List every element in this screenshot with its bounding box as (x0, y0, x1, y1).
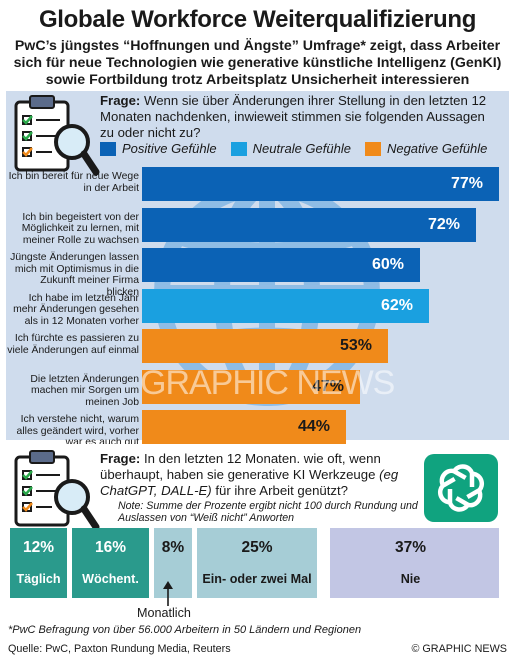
source-line: Quelle: PwC, Paxton Rundung Media, Reute… (8, 643, 231, 655)
arrow-up-icon (163, 581, 173, 606)
category-label: Die letzten Änderungen machen mir Sorgen… (30, 373, 139, 408)
bar-value-label: 53% (340, 337, 373, 354)
usage-segment-label: Monatlich (137, 606, 191, 620)
bar-positive (142, 167, 499, 201)
category-label: Ich habe im letzten Jahr mehr Änderungen… (13, 292, 139, 327)
bar-value-label: 60% (372, 256, 405, 273)
footnote: *PwC Befragung von über 56.000 Arbeitern… (8, 624, 362, 636)
usage-segment (330, 528, 499, 598)
legend-label-negative: Negative Gefühle (386, 141, 488, 156)
magnifier-icon (54, 479, 100, 531)
legend-label-positive: Positive Gefühle (122, 141, 217, 156)
bar-positive (142, 248, 420, 282)
bar-negative (142, 329, 388, 363)
usage-segment-value: 25% (241, 539, 273, 556)
legend-item-negative: Negative Gefühle (364, 141, 488, 156)
usage-segment-value: 37% (394, 539, 427, 556)
page-subtitle: PwC’s jüngstes “Hoffnungen und Ängste” U… (13, 38, 502, 88)
bar-value-label: 47% (312, 377, 345, 395)
credit-line: © GRAPHIC NEWS (411, 643, 507, 655)
bar-negative (142, 369, 360, 404)
category-label: Ich verstehe nicht, warum alles geändert… (16, 414, 139, 448)
usage-segment (154, 528, 192, 598)
question-2-text: In den letzten 12 Monaten. wie oft, wenn… (100, 451, 381, 482)
category-label: Ich bin begeistert von der Möglichkeit z… (21, 211, 139, 246)
page-title: Globale Workforce Weiterqualifizierung (38, 6, 477, 33)
question-2: Frage: In den letzten 12 Monaten. wie of… (100, 451, 410, 499)
usage-segment (72, 528, 149, 598)
usage-segment-label: Ein- oder zwei Mal (202, 572, 312, 586)
chatgpt-logo-icon (424, 454, 498, 522)
legend-swatch-neutral (230, 141, 247, 156)
usage-segment (10, 528, 67, 598)
bar-negative (142, 410, 346, 444)
question-1-text: Wenn sie über Änderungen ihrer Stellung … (100, 93, 487, 140)
bar-value-label: 77% (451, 175, 484, 192)
category-label: Ich fürchte es passieren zu viele Änderu… (7, 333, 139, 356)
usage-segment (197, 528, 317, 598)
usage-segment-value: 16% (94, 539, 127, 556)
category-label: Jüngste Änderungen lassen mich mit Optim… (10, 252, 139, 298)
usage-segment-label: Täglich (16, 572, 61, 586)
question-2-text-end: für ihre Arbeit genützt? (215, 483, 349, 498)
question-1-label: Frage: (100, 93, 141, 108)
chart-legend: Positive Gefühle Neutrale Gefühle Negati… (100, 141, 501, 156)
clipboard-checklist-icon (14, 450, 70, 527)
legend-item-positive: Positive Gefühle (100, 141, 217, 156)
usage-segment-value: 8% (161, 539, 185, 556)
question-2-label: Frage: (100, 451, 141, 466)
usage-segment-label: Wöchent. (82, 572, 139, 586)
magnifier-icon (54, 124, 100, 176)
bar-positive (142, 207, 476, 242)
legend-label-neutral: Neutrale Gefühle (252, 141, 351, 156)
bar-value-label: 44% (298, 418, 331, 435)
legend-swatch-negative (364, 141, 381, 156)
question-2-examples: (eg ChatGPT, DALL-E) (100, 467, 399, 498)
bar-value-label: 62% (381, 296, 414, 314)
usage-segment-label: Nie (400, 572, 421, 586)
bar-neutral (142, 288, 429, 323)
legend-item-neutral: Neutrale Gefühle (230, 141, 351, 156)
legend-swatch-positive (100, 141, 116, 156)
bar-value-label: 72% (428, 215, 461, 233)
usage-segment-value: 12% (22, 539, 55, 556)
question-1: Frage: Wenn sie über Änderungen ihrer St… (100, 93, 500, 141)
question-2-note: Note: Summe der Prozente ergibt nicht 10… (118, 500, 418, 524)
category-label: Ich bin bereit für neue Wege in der Arbe… (8, 171, 139, 194)
